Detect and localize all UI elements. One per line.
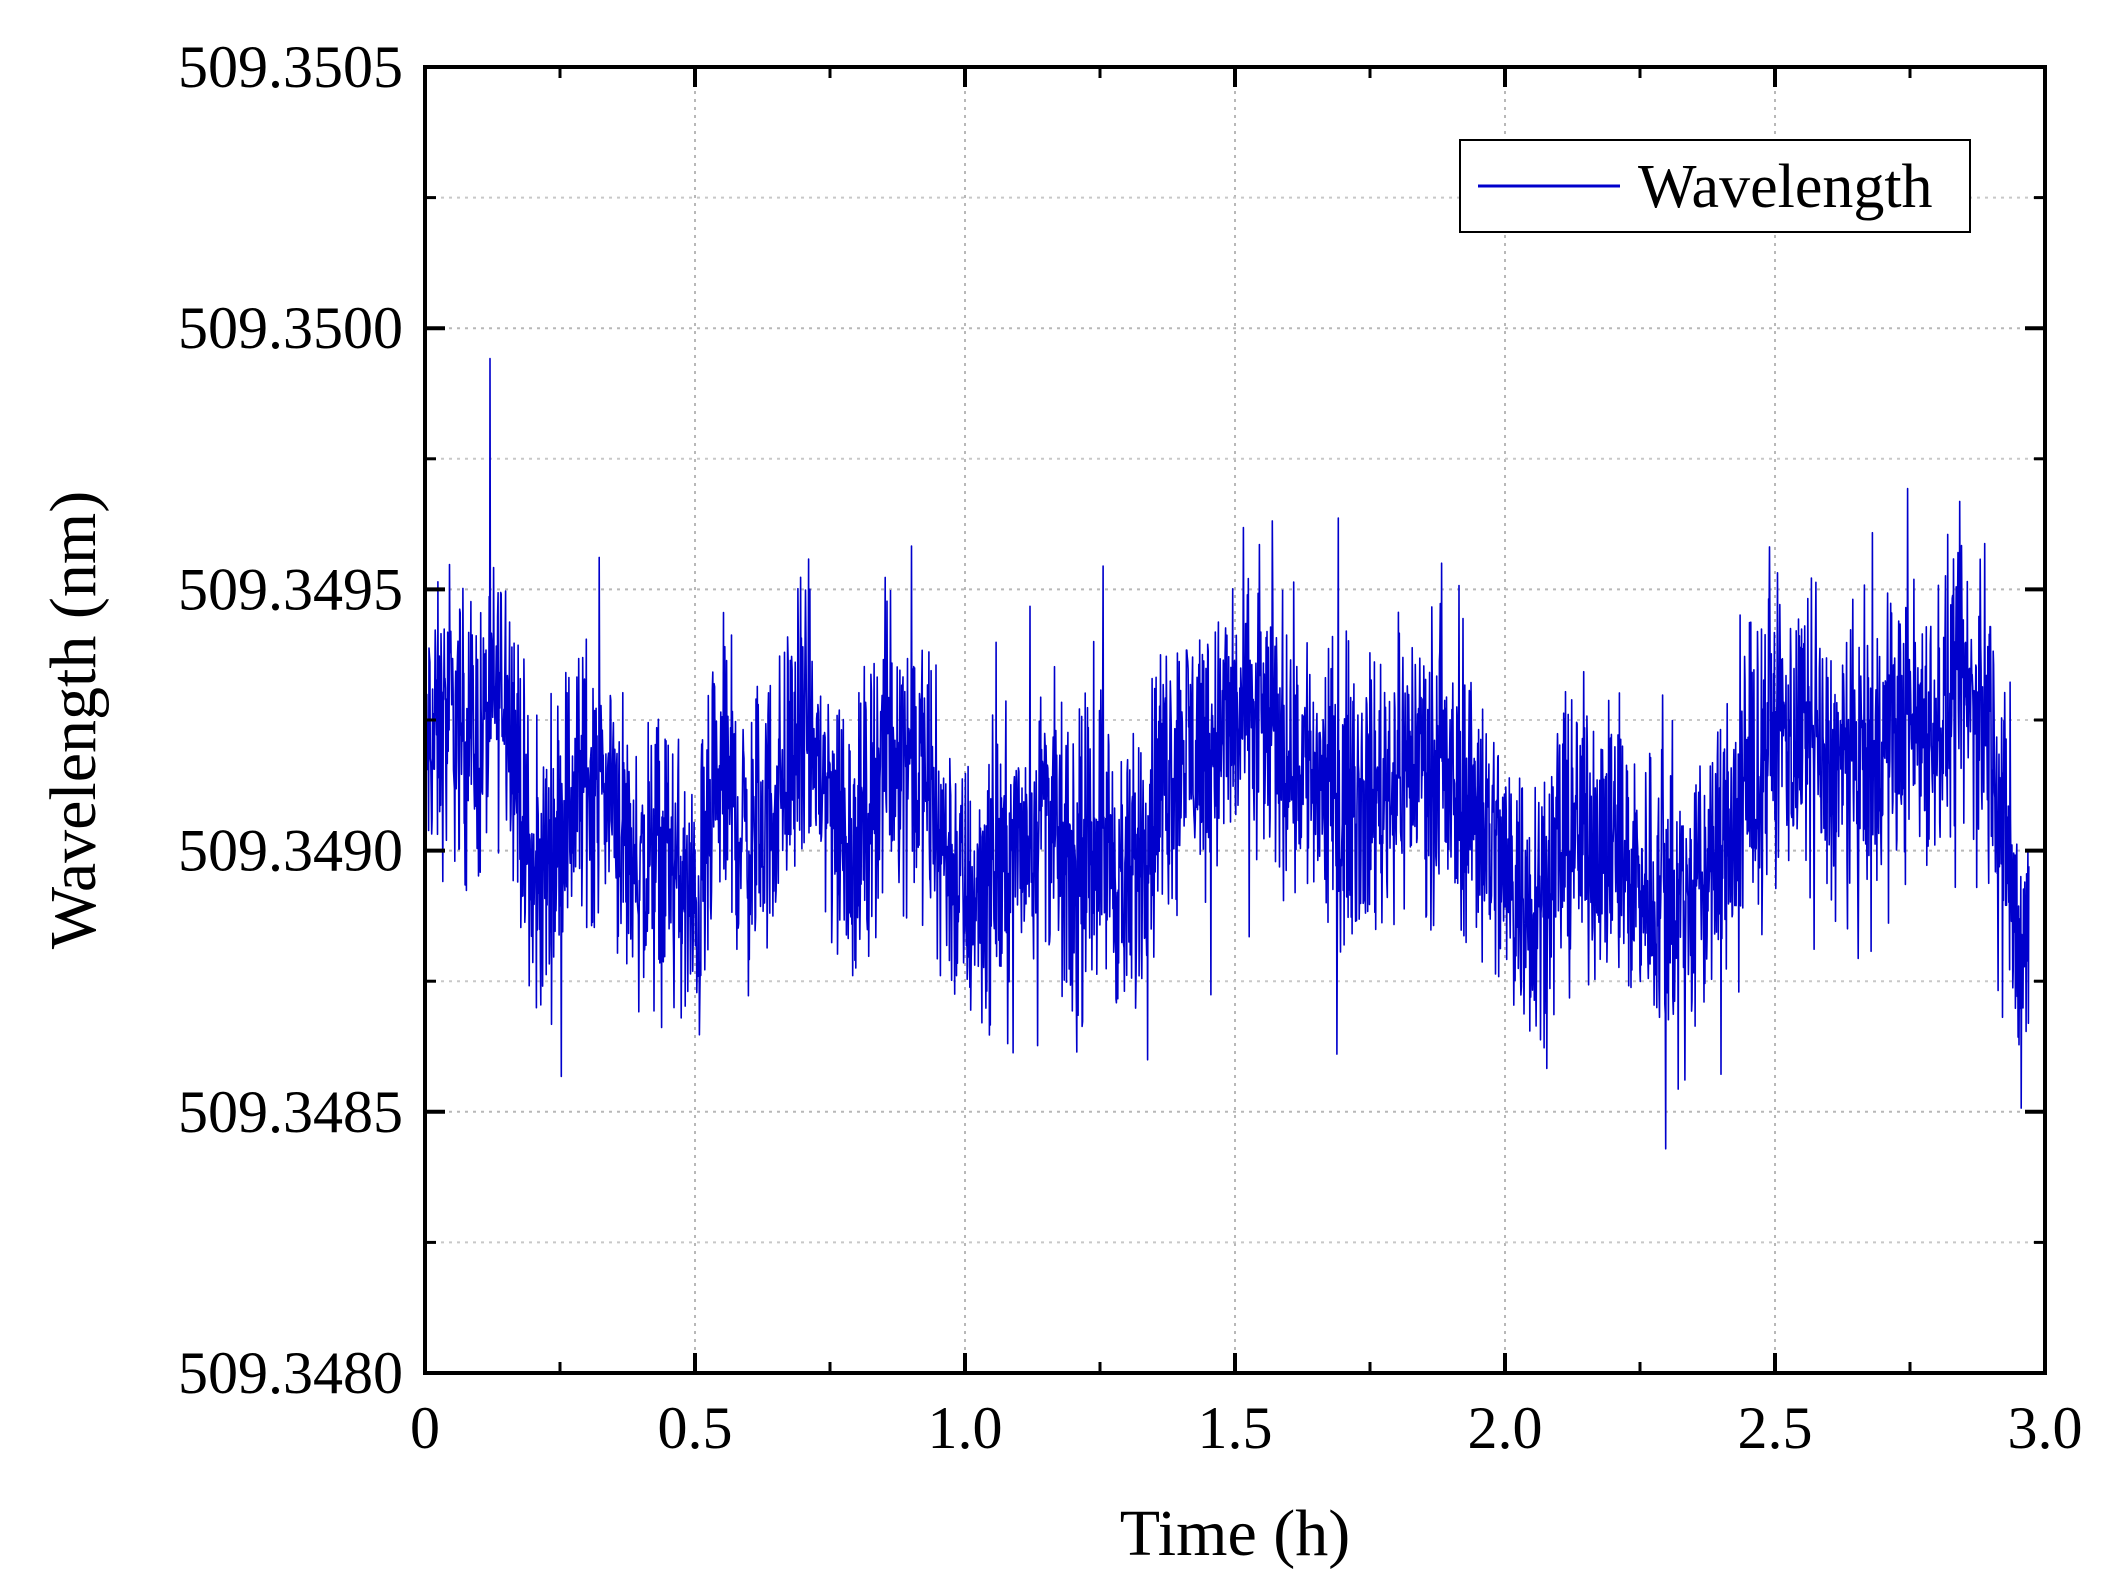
y-tick-labels: 509.3480 509.3485 509.3490 509.3495 509.3500… <box>178 34 403 1406</box>
x-tick-label: 0 <box>410 1395 440 1461</box>
y-tick-label: 509.3480 <box>178 1340 403 1406</box>
legend: Wavelength <box>1459 139 1971 233</box>
x-tick-label: 2.0 <box>1468 1395 1543 1461</box>
y-tick-label: 509.3485 <box>178 1079 403 1145</box>
legend-label-wavelength: Wavelength <box>1638 153 1933 221</box>
y-tick-label: 509.3495 <box>178 556 403 622</box>
x-tick-label: 0.5 <box>658 1395 733 1461</box>
y-tick-label: 509.3505 <box>178 34 403 100</box>
x-tick-label: 1.5 <box>1198 1395 1273 1461</box>
y-tick-label: 509.3500 <box>178 295 403 361</box>
x-tick-label: 2.5 <box>1738 1395 1813 1461</box>
x-tick-label: 1.0 <box>928 1395 1003 1461</box>
y-tick-label: 509.3490 <box>178 818 403 884</box>
x-tick-label: 3.0 <box>2008 1395 2083 1461</box>
series-line-wavelength <box>424 357 2030 1150</box>
series-layer <box>424 357 2030 1150</box>
axis-ticks <box>423 65 2047 1375</box>
x-axis-title: Time (h) <box>1120 1497 1350 1570</box>
y-axis-title: Wavelength (nm) <box>37 491 110 949</box>
x-tick-labels: 0 0.5 1.0 1.5 2.0 2.5 3.0 <box>410 1395 2083 1461</box>
